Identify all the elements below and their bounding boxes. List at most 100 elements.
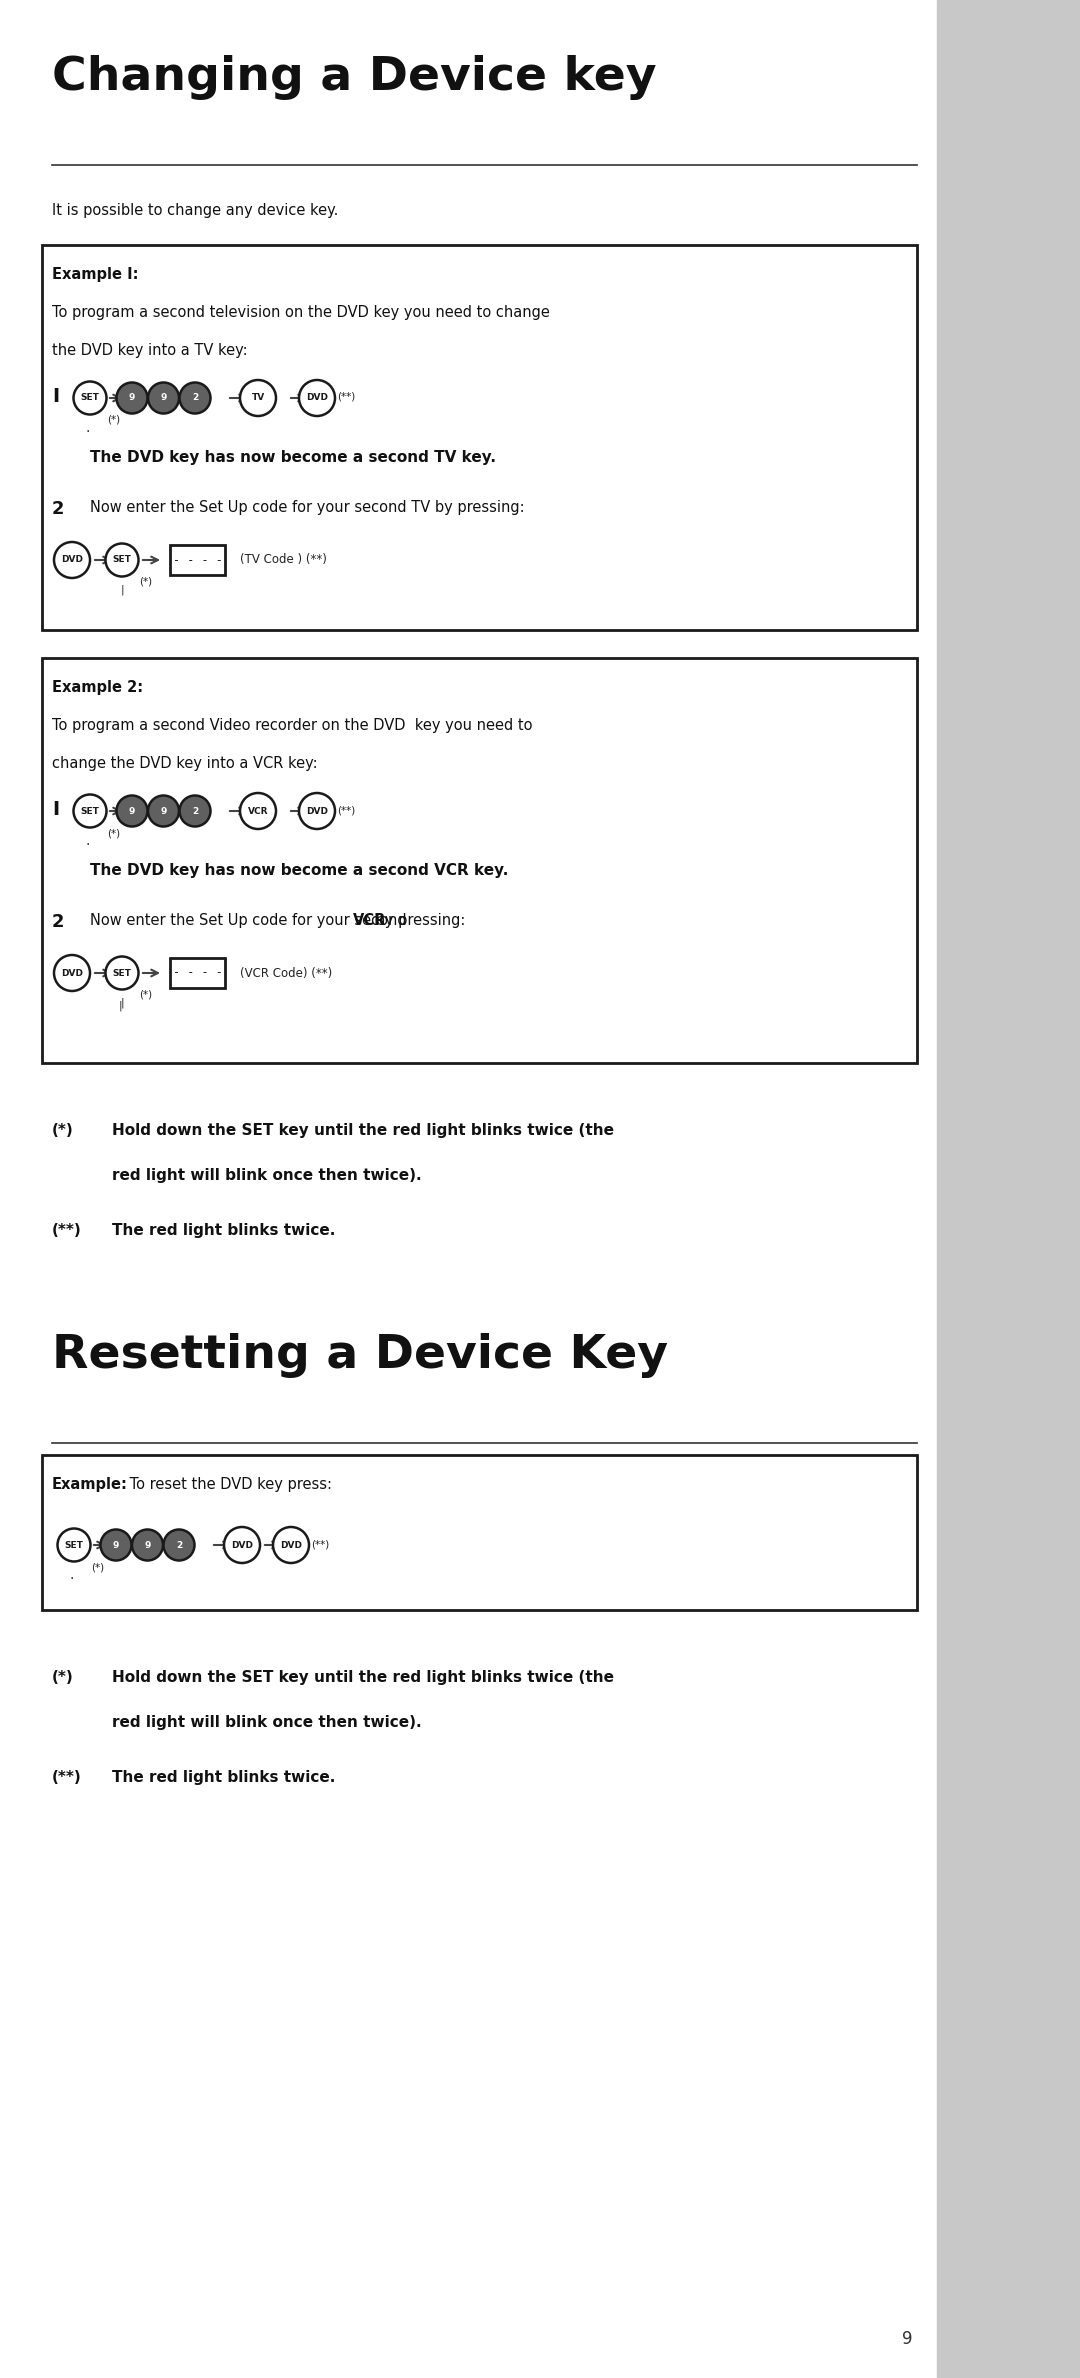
Bar (42, 245, 917, 630)
Text: The DVD key has now become a second TV key.: The DVD key has now become a second TV k… (90, 449, 496, 466)
Text: Example 2:: Example 2: (52, 680, 144, 694)
Text: The red light blinks twice.: The red light blinks twice. (112, 1769, 336, 1786)
Circle shape (148, 797, 179, 828)
Text: the DVD key into a TV key:: the DVD key into a TV key: (52, 342, 247, 359)
Text: 9: 9 (129, 392, 135, 402)
Text: 9: 9 (112, 1541, 119, 1550)
Text: (*): (*) (108, 416, 121, 426)
Text: |: | (120, 999, 124, 1008)
Text: I: I (52, 388, 59, 407)
Text: DVD: DVD (306, 806, 328, 816)
Text: TV: TV (252, 392, 265, 402)
Text: 2: 2 (52, 913, 65, 932)
Circle shape (73, 794, 107, 828)
Text: change the DVD key into a VCR key:: change the DVD key into a VCR key: (52, 756, 318, 770)
Text: .: . (70, 1567, 75, 1581)
Text: Example:: Example: (52, 1477, 127, 1491)
Text: |: | (120, 585, 124, 594)
Circle shape (240, 792, 276, 830)
Text: (*): (*) (52, 1122, 73, 1139)
Text: The DVD key has now become a second VCR key.: The DVD key has now become a second VCR … (90, 863, 509, 877)
Text: Example I:: Example I: (52, 266, 138, 283)
Text: (*): (*) (52, 1669, 73, 1686)
Circle shape (179, 797, 211, 828)
Text: SET: SET (112, 968, 132, 977)
Text: SET: SET (112, 556, 132, 564)
Bar (42, 1455, 917, 1610)
Circle shape (54, 956, 90, 992)
Text: Resetting a Device Key: Resetting a Device Key (52, 1334, 669, 1377)
Text: (**): (**) (52, 1222, 82, 1239)
Circle shape (106, 956, 138, 989)
Text: 9: 9 (145, 1541, 151, 1550)
Text: I: I (52, 799, 59, 818)
Circle shape (117, 383, 148, 414)
Text: To program a second Video recorder on the DVD  key you need to: To program a second Video recorder on th… (52, 718, 532, 732)
Text: (*): (*) (92, 1562, 105, 1572)
Circle shape (100, 1529, 132, 1560)
Circle shape (179, 383, 211, 414)
Text: 9: 9 (160, 806, 166, 816)
Text: Changing a Device key: Changing a Device key (52, 55, 657, 100)
Text: (*): (*) (139, 575, 152, 585)
Text: - - - -: - - - - (173, 965, 222, 980)
Text: by pressing:: by pressing: (372, 913, 465, 927)
Text: To program a second television on the DVD key you need to change: To program a second television on the DV… (52, 304, 550, 321)
Text: DVD: DVD (231, 1541, 253, 1550)
Text: red light will blink once then twice).: red light will blink once then twice). (112, 1168, 421, 1182)
Circle shape (224, 1527, 260, 1562)
Text: (*): (*) (108, 828, 121, 837)
Text: DVD: DVD (60, 968, 83, 977)
Text: Hold down the SET key until the red light blinks twice (the: Hold down the SET key until the red ligh… (112, 1122, 615, 1139)
Text: (**): (**) (337, 392, 355, 402)
Circle shape (106, 545, 138, 575)
Text: (**): (**) (52, 1769, 82, 1786)
Text: .: . (85, 421, 91, 435)
Bar (170, 958, 225, 987)
Circle shape (73, 380, 107, 414)
Text: (**): (**) (337, 806, 355, 816)
Text: (*): (*) (139, 989, 152, 999)
Text: (VCR Code) (**): (VCR Code) (**) (240, 965, 332, 980)
Text: Now enter the Set Up code for your second TV by pressing:: Now enter the Set Up code for your secon… (90, 499, 525, 516)
Circle shape (299, 792, 335, 830)
Text: To reset the DVD key press:: To reset the DVD key press: (125, 1477, 332, 1491)
Text: 9: 9 (129, 806, 135, 816)
Circle shape (240, 380, 276, 416)
Bar (937, 0, 1080, 2378)
Bar (42, 659, 917, 1063)
Bar (170, 545, 225, 575)
Circle shape (148, 383, 179, 414)
Text: 9: 9 (902, 2330, 913, 2347)
Text: 2: 2 (176, 1541, 183, 1550)
Text: 2: 2 (52, 499, 65, 518)
Text: 2: 2 (192, 392, 198, 402)
Text: DVD: DVD (60, 556, 83, 564)
Text: DVD: DVD (280, 1541, 302, 1550)
Circle shape (57, 1529, 91, 1562)
Text: red light will blink once then twice).: red light will blink once then twice). (112, 1715, 421, 1731)
Text: VCR: VCR (247, 806, 268, 816)
Text: Now enter the Set Up code for your second: Now enter the Set Up code for your secon… (90, 913, 411, 927)
Text: It is possible to change any device key.: It is possible to change any device key. (52, 202, 338, 219)
Text: SET: SET (65, 1541, 83, 1550)
Text: 2: 2 (192, 806, 198, 816)
Text: SET: SET (81, 806, 99, 816)
Text: - - - -: - - - - (173, 554, 222, 566)
Text: 9: 9 (160, 392, 166, 402)
Text: The red light blinks twice.: The red light blinks twice. (112, 1222, 336, 1239)
Circle shape (299, 380, 335, 416)
Circle shape (163, 1529, 194, 1560)
Circle shape (273, 1527, 309, 1562)
Text: |: | (118, 1001, 122, 1011)
Circle shape (132, 1529, 163, 1560)
Text: VCR: VCR (352, 913, 386, 927)
Text: Hold down the SET key until the red light blinks twice (the: Hold down the SET key until the red ligh… (112, 1669, 615, 1686)
Text: (**): (**) (311, 1539, 329, 1548)
Text: (TV Code ) (**): (TV Code ) (**) (240, 554, 326, 566)
Text: DVD: DVD (306, 392, 328, 402)
Circle shape (117, 797, 148, 828)
Circle shape (54, 542, 90, 578)
Text: .: . (85, 835, 91, 849)
Text: SET: SET (81, 392, 99, 402)
